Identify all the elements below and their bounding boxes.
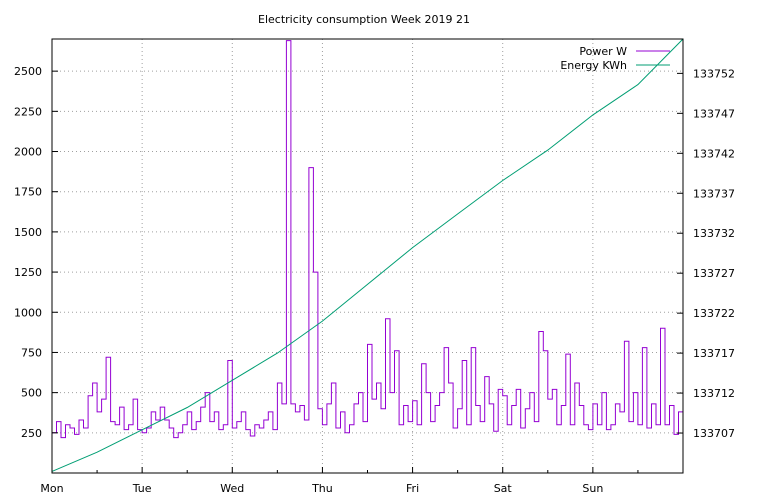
y-left-tick-label: 1250 — [14, 266, 42, 279]
y-left-tick-label: 1750 — [14, 186, 42, 199]
y-left-tick-label: 1500 — [14, 226, 42, 239]
y-right-tick-label: 133727 — [693, 267, 735, 280]
x-tick-label: Fri — [406, 482, 419, 495]
y-right-tick-label: 133732 — [693, 227, 735, 240]
chart-title: Electricity consumption Week 2019 21 — [258, 13, 470, 26]
y-right-tick-label: 133742 — [693, 147, 735, 160]
x-tick-label: Thu — [311, 482, 333, 495]
y-left-tick-label: 500 — [21, 387, 42, 400]
x-tick-label: Sun — [582, 482, 603, 495]
legend: Power W Energy KWh — [560, 45, 670, 72]
y-right-tick-label: 133747 — [693, 107, 735, 120]
legend-label-energy: Energy KWh — [560, 59, 627, 72]
y-right-tick-label: 133722 — [693, 307, 735, 320]
series-energy-line — [51, 38, 684, 472]
y-left-tick-label: 750 — [21, 346, 42, 359]
y-right-tick-label: 133737 — [693, 187, 735, 200]
y-left-tick-label: 2500 — [14, 65, 42, 78]
series-power-line — [52, 40, 684, 439]
y-left-tick-label: 2250 — [14, 105, 42, 118]
y-right-tick-label: 133712 — [693, 387, 735, 400]
y-right-tick-label: 133752 — [693, 67, 735, 80]
y-right-tick-label: 133717 — [693, 347, 735, 360]
y-right-tick-label: 133707 — [693, 427, 735, 440]
legend-label-power: Power W — [579, 45, 627, 58]
x-tick-label: Tue — [132, 482, 152, 495]
axes: 250 500 750 1000 1250 1500 1750 2000 2250 2500 133… — [14, 65, 735, 495]
grid — [52, 39, 683, 473]
y-left-tick-label: 1000 — [14, 306, 42, 319]
y-left-tick-label: 2000 — [14, 146, 42, 159]
x-tick-label: Mon — [40, 482, 63, 495]
y-left-tick-label: 250 — [21, 427, 42, 440]
x-tick-label: Wed — [220, 482, 244, 495]
x-tick-label: Sat — [494, 482, 513, 495]
series-layer — [51, 38, 684, 472]
